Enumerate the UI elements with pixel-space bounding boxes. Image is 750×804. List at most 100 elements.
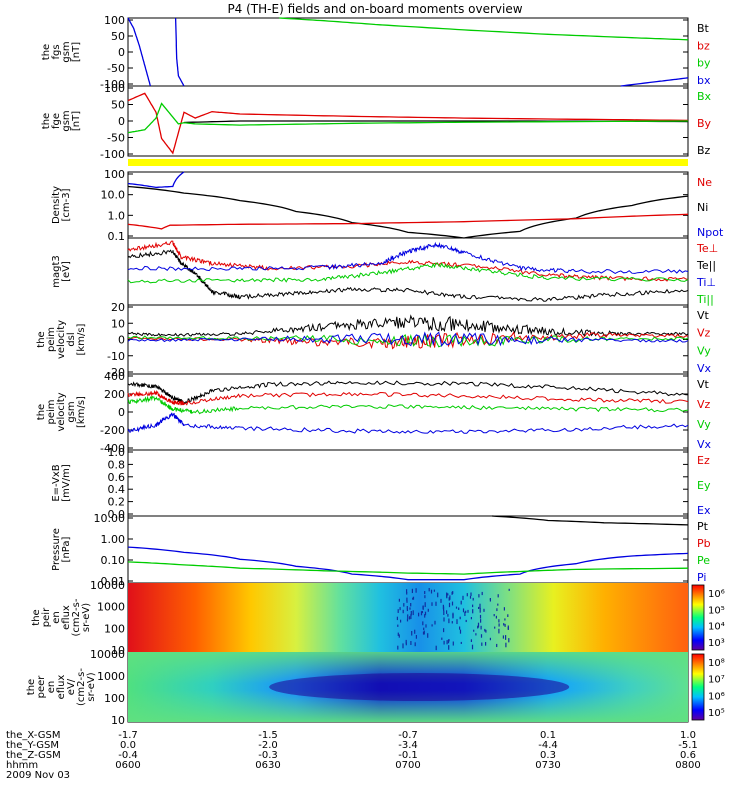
spectrogram-pixel bbox=[480, 625, 482, 630]
spectrogram-pixel bbox=[424, 611, 427, 616]
spectrogram-pixel bbox=[423, 627, 425, 631]
spectrogram-pixel bbox=[406, 592, 408, 595]
legend-label: Npot bbox=[697, 226, 724, 239]
spectrogram-pixel bbox=[498, 628, 500, 634]
series-line bbox=[127, 561, 689, 575]
series-line bbox=[127, 240, 689, 282]
y-axis-label: sr-eV) bbox=[81, 603, 92, 632]
spectrogram-pixel bbox=[420, 611, 423, 616]
spectrogram-pixel bbox=[497, 594, 499, 598]
spectrogram-pixel bbox=[410, 603, 412, 607]
spectrogram-pixel bbox=[428, 588, 430, 592]
legend-label: Pt bbox=[697, 520, 709, 533]
spectrogram-pixel bbox=[405, 639, 407, 644]
x-tick-label: 0630 bbox=[255, 760, 280, 771]
y-axis-label: E=-VxB bbox=[51, 464, 62, 501]
y-tick-label: 10.0 bbox=[101, 189, 126, 202]
y-axis-label: [eV] bbox=[61, 261, 72, 282]
legend-label: Vt bbox=[697, 309, 710, 322]
spectrogram-pixel bbox=[407, 617, 409, 620]
y-axis-label: [nT] bbox=[71, 42, 82, 62]
colorbar bbox=[691, 653, 705, 721]
series-line bbox=[127, 546, 689, 581]
spectrogram-pixel bbox=[470, 592, 472, 596]
spectrogram-pixel bbox=[489, 637, 491, 641]
spectrogram-pixel bbox=[459, 629, 462, 634]
panel-frame bbox=[127, 373, 689, 451]
spectrogram-pixel bbox=[493, 614, 495, 617]
legend-label: by bbox=[697, 57, 711, 70]
series-line bbox=[174, 17, 185, 87]
y-axis-label: sr-eV) bbox=[86, 672, 97, 701]
spectrogram-pixel bbox=[481, 591, 483, 596]
y-tick-label: 0.6 bbox=[108, 471, 126, 484]
series-line bbox=[127, 185, 689, 239]
y-tick-label: 100 bbox=[104, 692, 125, 705]
legend-label: bz bbox=[697, 39, 710, 52]
spectrogram-pixel bbox=[406, 597, 408, 602]
spectrogram-pixel bbox=[443, 606, 445, 611]
x-tick-label: 0600 bbox=[115, 760, 140, 771]
y-tick-label: -100 bbox=[100, 148, 125, 161]
colorbar-tick-label: 10⁸ bbox=[708, 658, 725, 669]
spectrogram-pixel bbox=[415, 588, 417, 593]
spectrogram-pixel bbox=[479, 607, 481, 613]
spectrogram-pixel bbox=[508, 638, 510, 643]
series-line bbox=[127, 92, 689, 155]
y-tick-label: 10 bbox=[111, 317, 125, 330]
spectrogram-pixel bbox=[406, 608, 408, 612]
spectrogram-pixel bbox=[452, 641, 454, 646]
y-axis-label: magt3 bbox=[51, 255, 62, 288]
ephemeris-value: 1.0 bbox=[680, 730, 696, 741]
y-axis-label: the bbox=[41, 44, 52, 60]
spectrogram-pixel bbox=[451, 591, 453, 595]
y-axis-label: dsl bbox=[66, 332, 77, 346]
spectrogram-pixel bbox=[398, 634, 400, 638]
colorbar-tick-label: 10⁶ bbox=[708, 691, 725, 702]
ephemeris-value: -5.1 bbox=[678, 740, 698, 751]
y-axis-label: (cm2-s- bbox=[71, 598, 82, 636]
y-tick-label: 10000 bbox=[90, 648, 125, 661]
spectrogram-pixel bbox=[418, 612, 420, 617]
spectrogram-pixel bbox=[485, 642, 487, 646]
panel-frame bbox=[127, 171, 689, 239]
series-line bbox=[127, 241, 689, 274]
legend-label: Ti⊥ bbox=[696, 276, 716, 289]
series-line bbox=[127, 380, 689, 405]
spectrogram-pixel bbox=[489, 598, 491, 602]
series-line bbox=[127, 262, 689, 284]
y-tick-label: 0.8 bbox=[108, 458, 126, 471]
spectrogram-pixel bbox=[421, 611, 423, 614]
ephemeris-value: -0.1 bbox=[398, 750, 418, 761]
colorbar-tick-label: 10⁴ bbox=[708, 622, 725, 633]
ephemeris-value: 0.1 bbox=[540, 730, 556, 741]
spectrogram-pixel bbox=[498, 619, 500, 623]
spectrogram-pixel bbox=[480, 634, 483, 638]
spectrogram-pixel bbox=[415, 635, 417, 639]
spectrogram-pixel bbox=[460, 600, 462, 605]
panel-frame bbox=[127, 17, 689, 87]
y-axis-label: fgs bbox=[51, 44, 62, 59]
spectrogram-pixel bbox=[483, 608, 485, 612]
y-tick-label: 0.10 bbox=[101, 554, 126, 567]
spectrogram-pixel bbox=[424, 591, 426, 595]
spectrogram-pixel bbox=[412, 596, 415, 600]
y-tick-label: 50 bbox=[111, 99, 125, 112]
spectrogram-pixel bbox=[472, 609, 474, 614]
ephemeris-value: 0.3 bbox=[540, 750, 556, 761]
spectrogram-pixel bbox=[503, 607, 505, 611]
spectrogram-pixel bbox=[484, 628, 486, 632]
hhmm-label: hhmm bbox=[6, 760, 38, 771]
spectrogram-pixel bbox=[466, 593, 468, 597]
y-axis-label: gsm bbox=[66, 401, 77, 422]
spectrogram-pixel bbox=[495, 615, 497, 619]
spectrogram-pixel bbox=[452, 614, 454, 618]
legend-label: Vy bbox=[697, 344, 711, 357]
plot-title: P4 (TH-E) fields and on-board moments ov… bbox=[227, 2, 522, 16]
spectrogram-pixel bbox=[434, 620, 436, 625]
spectrogram-pixel bbox=[437, 592, 439, 598]
spectrogram-pixel bbox=[430, 589, 433, 594]
y-axis-label: eflux bbox=[56, 675, 67, 700]
legend-label: Te⊥ bbox=[696, 242, 718, 255]
x-tick-label: 0700 bbox=[395, 760, 420, 771]
